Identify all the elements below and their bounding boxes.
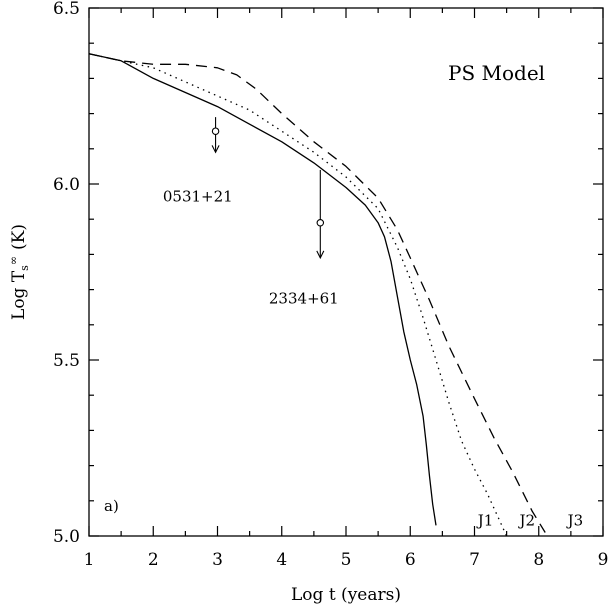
upper-limit-arrow — [211, 145, 220, 154]
series-layer — [88, 53, 546, 537]
plot-frame — [88, 7, 604, 537]
x-tick-label: 7 — [469, 550, 480, 570]
x-tick-label: 5 — [341, 550, 352, 570]
series-line-j3 — [88, 53, 546, 533]
x-tick-label: 1 — [84, 550, 95, 570]
series-line-j1 — [88, 53, 437, 526]
y-tick-label: 5.0 — [53, 527, 80, 547]
x-tick-label: 4 — [276, 550, 287, 570]
x-axis-title: Log t (years) — [291, 585, 401, 605]
y-axis-title-unit: (K) — [9, 224, 29, 250]
observation-label: 2334+61 — [269, 290, 339, 308]
axis-tick-labels: 1 2 3 4 5 6 7 8 9 5.0 5.5 6.0 6.5 — [53, 0, 608, 570]
series-labels-layer: J1 J2 J3 — [476, 511, 584, 529]
series-label-j2: J2 — [517, 511, 535, 529]
y-tick-label: 6.5 — [53, 0, 80, 19]
y-axis-title-main: Log T — [9, 270, 29, 320]
x-tick-label: 3 — [212, 550, 223, 570]
upper-limit-arrow — [316, 250, 325, 260]
series-line-j2 — [88, 53, 508, 537]
y-axis-title-sup: ∞ — [7, 256, 20, 265]
x-tick-label: 8 — [533, 550, 544, 570]
x-tick-label: 6 — [405, 550, 416, 570]
y-tick-label: 5.5 — [53, 351, 80, 371]
y-axis-title: Log Ts∞ (K) — [7, 224, 31, 320]
observations-layer: 0531+21 2334+61 — [163, 117, 339, 308]
observation-point — [211, 127, 220, 135]
model-label: PS Model — [448, 61, 545, 85]
panel-label: a) — [104, 497, 119, 515]
y-tick-label: 6.0 — [53, 175, 80, 195]
y-axis-title-sub: s — [18, 265, 31, 271]
observation-label: 0531+21 — [163, 188, 233, 206]
axis-ticks — [88, 7, 604, 537]
x-tick-label: 2 — [148, 550, 159, 570]
series-label-j3: J3 — [566, 511, 584, 529]
svg-text:Log Ts∞(K): Log Ts∞ (K) — [7, 224, 31, 320]
series-label-j1: J1 — [476, 511, 494, 529]
observation-point — [316, 218, 325, 227]
x-tick-label: 9 — [598, 550, 608, 570]
